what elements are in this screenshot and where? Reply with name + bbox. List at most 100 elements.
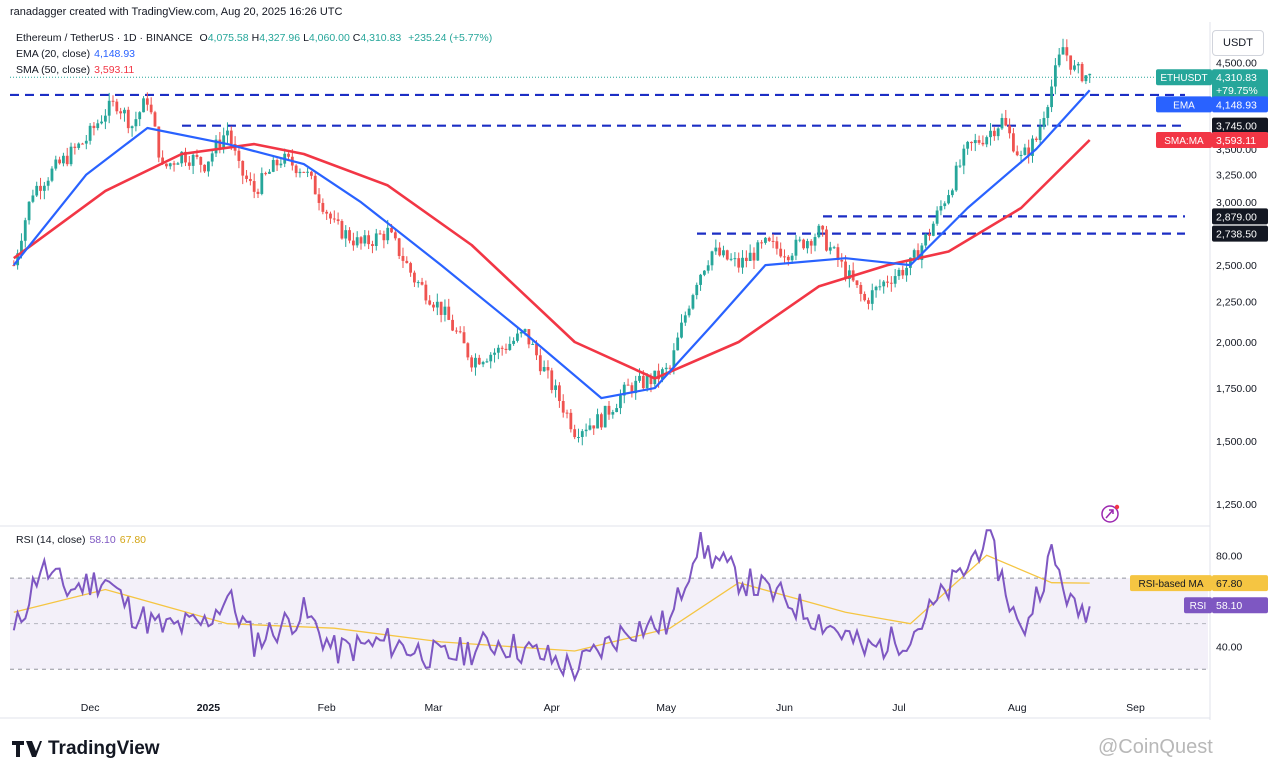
candle-body [1034, 138, 1038, 141]
candle-body [912, 250, 916, 258]
candle-body [1069, 55, 1073, 70]
candle-body [523, 329, 527, 333]
candle-body [474, 357, 477, 368]
candle-body [596, 414, 599, 429]
candle-body [210, 153, 214, 162]
candle-body [638, 375, 641, 381]
watermark: @CoinQuest [1098, 736, 1213, 759]
candle-body [401, 255, 405, 261]
candle-body [554, 385, 557, 390]
candle-body [1057, 54, 1061, 66]
candle-body [107, 100, 111, 116]
candle-body [126, 109, 130, 129]
candle-body [764, 237, 767, 243]
price-tick-label: 1,500.00 [1216, 436, 1257, 448]
candle-body [1065, 47, 1069, 56]
candle-body [538, 355, 542, 372]
level-tag-box [1212, 117, 1268, 134]
candle-body [847, 270, 851, 280]
candle-body [947, 195, 950, 204]
sma-legend[interactable]: SMA (50, close) 3,593.11 [16, 64, 134, 76]
candle-body [298, 171, 302, 174]
candle-body [268, 171, 271, 174]
candle-body [313, 175, 317, 195]
candle-body [451, 319, 454, 331]
candle-body [805, 241, 809, 249]
sma-tag-value: 3,593.11 [1216, 135, 1256, 147]
candle-body [184, 151, 187, 163]
candle-body [714, 247, 718, 252]
candle-body [84, 140, 88, 144]
candle-body [157, 126, 161, 158]
candle-body [729, 258, 733, 260]
candle-body [260, 173, 264, 194]
candle-body [237, 150, 241, 161]
candle-body [31, 195, 35, 202]
candle-body [889, 282, 893, 284]
rsi-tag-box [1184, 597, 1212, 614]
candle-body [363, 235, 367, 244]
candle-body [767, 237, 771, 241]
candle-body [142, 98, 145, 113]
candle-body [615, 408, 619, 413]
replay-icon-arrow [1105, 509, 1114, 519]
price-tick-label: 2,250.00 [1216, 296, 1257, 308]
candle-body [882, 281, 886, 287]
candle-body [248, 178, 252, 182]
tradingview-logo[interactable]: TradingView [12, 738, 160, 760]
candle-body [516, 333, 519, 341]
rsi-tag-value: 58.10 [1216, 600, 1242, 612]
candle-body [496, 347, 500, 353]
candle-body [630, 385, 634, 394]
candle-body [393, 232, 397, 239]
candle-body [332, 218, 336, 220]
time-tick-label: Jul [892, 702, 905, 714]
time-tick-label: Jun [776, 702, 793, 714]
candle-body [966, 141, 970, 149]
rsi-legend[interactable]: RSI (14, close) 58.10 67.80 [16, 534, 146, 546]
candle-body [699, 274, 702, 285]
ema-value: 4,148.93 [94, 48, 135, 60]
ohlc-h: H4,327.96 [251, 32, 301, 44]
candle-body [790, 255, 794, 261]
candle-body [439, 301, 443, 315]
candle-body [580, 431, 584, 438]
time-tick-label: May [656, 702, 677, 714]
candle-body [424, 284, 428, 301]
candle-body [756, 242, 760, 261]
candle-body [668, 367, 672, 369]
candle-body [886, 281, 889, 283]
candle-body [191, 154, 195, 166]
candle-body [229, 130, 233, 144]
candle-body [508, 343, 512, 350]
ema-legend[interactable]: EMA (20, close) 4,148.93 [16, 48, 135, 60]
candle-body [1019, 154, 1023, 156]
candle-body [264, 173, 268, 175]
candle-body [943, 203, 947, 207]
candle-body [489, 354, 493, 362]
rsi-tick-label: 40.00 [1216, 641, 1242, 653]
time-tick-label: Mar [424, 702, 443, 714]
currency-selector[interactable]: USDT [1212, 30, 1264, 56]
candle-body [500, 347, 504, 349]
candle-body [123, 109, 126, 114]
candle-body [546, 367, 550, 371]
candle-body [958, 165, 962, 167]
sma-line [13, 139, 1091, 380]
candle-body [641, 375, 645, 389]
candle-body [592, 425, 596, 429]
rsi-label: RSI (14, close) [16, 534, 86, 546]
candle-body [531, 343, 535, 345]
candle-body [69, 146, 73, 165]
candle-body [435, 301, 439, 308]
candle-body [1080, 63, 1084, 82]
price-tick-label: 3,250.00 [1216, 170, 1257, 182]
candle-body [565, 412, 569, 414]
candle-body [367, 235, 371, 245]
candle-body [672, 350, 676, 368]
candle-body [935, 210, 939, 224]
candle-body [390, 227, 393, 233]
candle-body [649, 376, 653, 385]
